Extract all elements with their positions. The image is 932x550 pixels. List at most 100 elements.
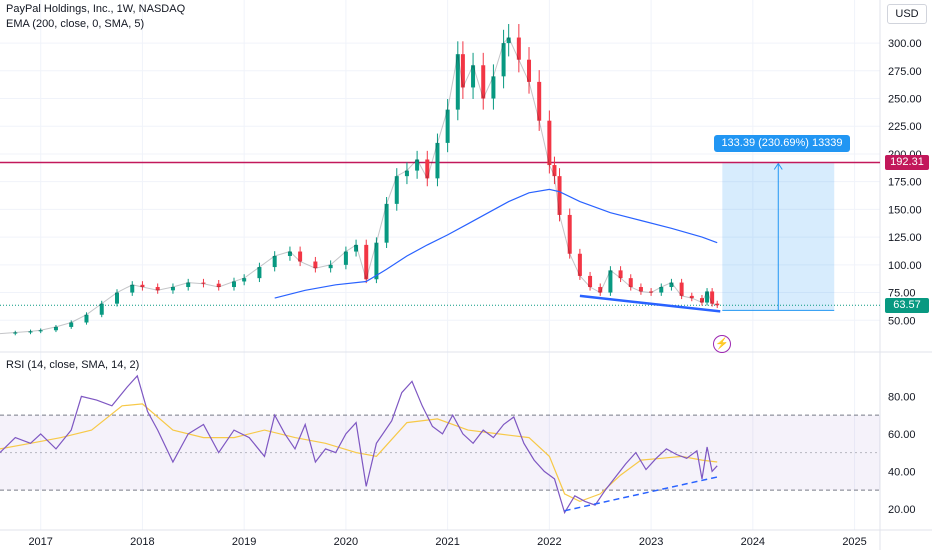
candle-body <box>298 251 303 262</box>
rsi-tick-label: 60.00 <box>888 429 916 441</box>
candle-body <box>659 287 664 293</box>
level-price-tag: 192.31 <box>885 154 929 170</box>
candle-body <box>28 331 33 333</box>
candle-body <box>201 282 206 284</box>
candle-body <box>114 292 119 304</box>
rsi-trendline <box>564 476 718 512</box>
candle-body <box>313 261 318 269</box>
candle-body <box>343 251 348 265</box>
candle-body <box>491 76 496 99</box>
candle-body <box>679 282 684 296</box>
candle-body <box>537 81 542 121</box>
price-pane <box>0 24 880 336</box>
candle-body <box>155 287 160 291</box>
rsi-pane <box>0 374 880 515</box>
candle-body <box>547 120 552 166</box>
price-tick-label: 300.00 <box>888 38 922 50</box>
candle-body <box>628 278 633 288</box>
candle-body <box>69 322 74 327</box>
candle-body <box>689 295 694 299</box>
measure-range <box>722 162 835 311</box>
candle-body <box>460 54 465 88</box>
candle-body <box>257 267 262 279</box>
candle-body <box>715 303 720 306</box>
candle-body <box>384 203 389 243</box>
rsi-line <box>0 374 718 515</box>
rsi-tick-label: 40.00 <box>888 466 916 478</box>
candle-body <box>506 37 511 44</box>
candle-body <box>435 142 440 179</box>
candle-body <box>481 65 486 99</box>
support-trendline <box>579 294 721 313</box>
candle-body <box>287 251 292 256</box>
price-tick-label: 250.00 <box>888 94 922 106</box>
candle-body <box>638 287 643 292</box>
candle-body <box>328 264 333 269</box>
ema-line <box>274 188 718 299</box>
time-tick-label: 2024 <box>741 536 765 548</box>
candle-body <box>84 314 89 323</box>
candle-body <box>394 176 399 204</box>
lightning-icon[interactable]: ⚡ <box>713 335 731 353</box>
candle-body <box>404 170 409 177</box>
candle-body <box>471 65 476 88</box>
candle-body <box>186 282 191 288</box>
price-tick-label: 175.00 <box>888 177 922 189</box>
ema-indicator-label[interactable]: EMA (200, close, 0, SMA, 5) <box>6 18 145 30</box>
last-price-tag: 63.57 <box>885 297 929 313</box>
candle-body <box>216 283 221 288</box>
candle-body <box>140 284 145 288</box>
candle-body <box>354 244 359 252</box>
candle-body <box>516 37 521 60</box>
time-tick-label: 2022 <box>537 536 561 548</box>
candle-body <box>364 244 369 280</box>
measure-label: 133.39 (230.69%) 13339 <box>714 135 850 152</box>
candle-body <box>598 287 603 293</box>
candle-body <box>501 43 506 77</box>
candle-body <box>557 176 562 215</box>
symbol-title[interactable]: PayPal Holdings, Inc., 1W, NASDAQ <box>6 3 186 15</box>
candle-body <box>710 291 715 304</box>
time-tick-label: 2021 <box>435 536 459 548</box>
price-tick-label: 125.00 <box>888 232 922 244</box>
candle-body <box>13 332 18 334</box>
measure-arrow-head <box>773 162 783 170</box>
candle-body <box>455 54 460 110</box>
candle-body <box>588 275 593 288</box>
candle-body <box>699 298 704 303</box>
candle-body <box>53 326 58 331</box>
candle-body <box>567 214 572 254</box>
rsi-tick-label: 20.00 <box>888 504 916 516</box>
candle-body <box>99 303 104 315</box>
candle-body <box>577 253 582 276</box>
time-tick-label: 2017 <box>28 536 52 548</box>
price-tick-label: 225.00 <box>888 121 922 133</box>
candle-body <box>608 270 613 293</box>
currency-button[interactable]: USD <box>887 4 927 24</box>
candle-body <box>170 287 175 291</box>
candle-body <box>669 282 674 288</box>
price-tick-label: 150.00 <box>888 204 922 216</box>
price-close-line <box>0 36 718 335</box>
time-tick-label: 2020 <box>334 536 358 548</box>
price-tick-label: 50.00 <box>888 315 916 327</box>
price-tick-label: 275.00 <box>888 66 922 78</box>
rsi-tick-label: 80.00 <box>888 391 916 403</box>
time-tick-label: 2018 <box>130 536 154 548</box>
candle-body <box>272 255 277 268</box>
candle-body <box>552 165 557 177</box>
rsi-indicator-label[interactable]: RSI (14, close, SMA, 14, 2) <box>6 359 140 371</box>
price-tick-label: 100.00 <box>888 260 922 272</box>
candle-body <box>527 59 532 82</box>
candle-body <box>231 281 236 288</box>
time-tick-label: 2025 <box>842 536 866 548</box>
candle-body <box>130 284 135 293</box>
time-tick-label: 2019 <box>232 536 256 548</box>
candle-body <box>374 242 379 280</box>
candle-body <box>38 330 43 332</box>
candle-body <box>415 159 420 171</box>
time-tick-label: 2023 <box>639 536 663 548</box>
rsi-ma-line <box>0 403 718 503</box>
